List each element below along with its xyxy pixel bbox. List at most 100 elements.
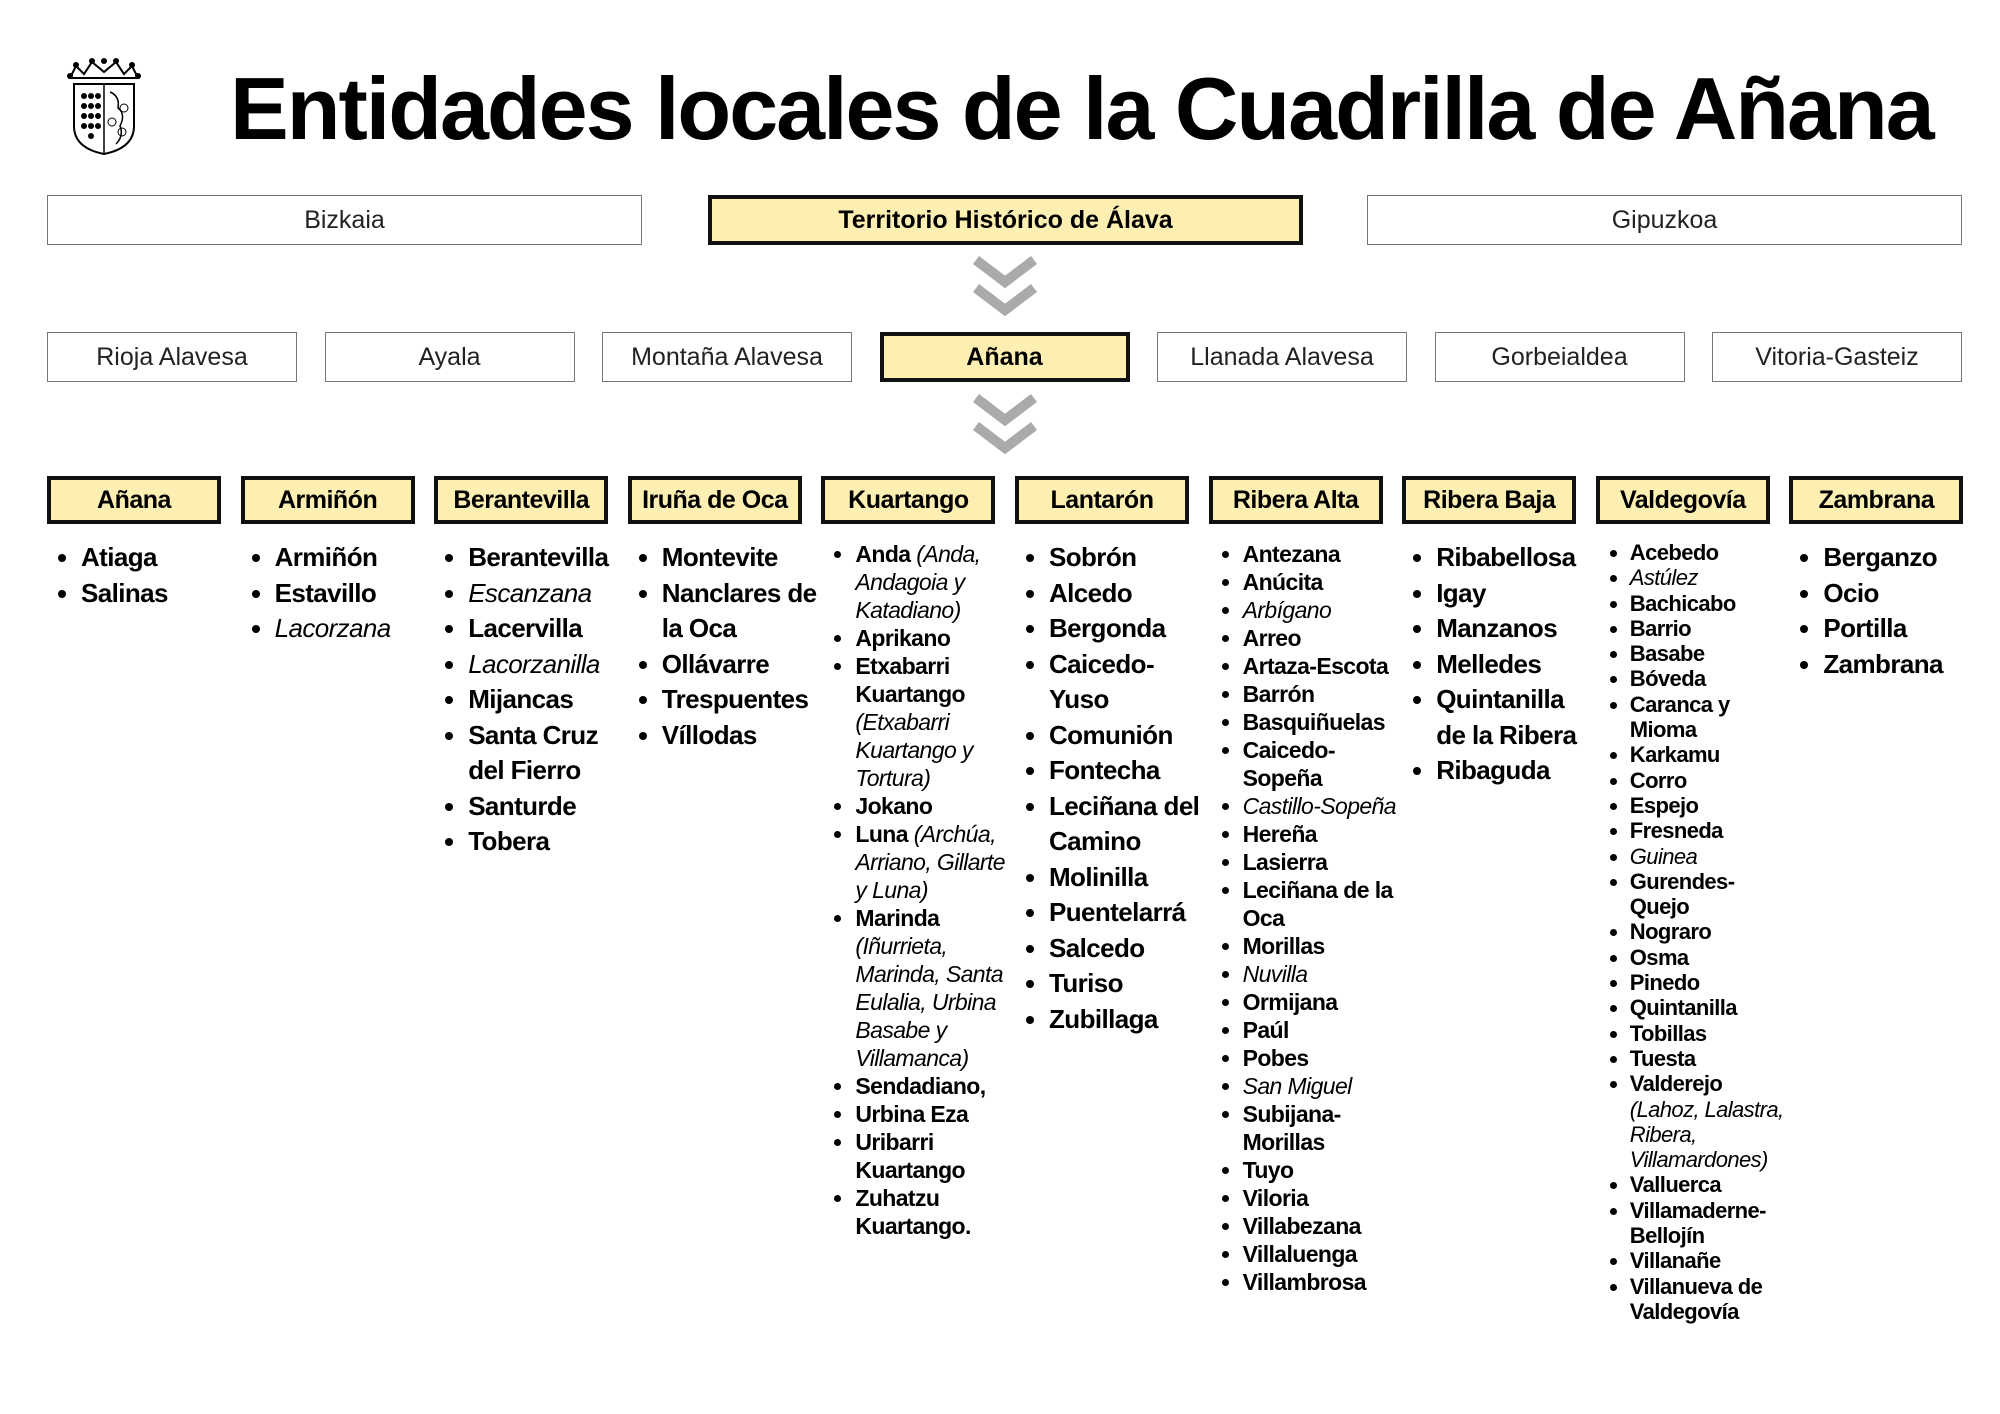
list-item: Ocio: [1823, 576, 1983, 612]
entity-name: Nanclares de la Oca: [661, 577, 817, 644]
list-item: Mijancas: [468, 682, 628, 718]
entity-name: Ollávarre: [661, 648, 770, 679]
list-item: Comunión: [1049, 718, 1209, 754]
list-item: Anúcita: [1243, 568, 1403, 596]
list-item: Villaluenga: [1243, 1240, 1403, 1268]
entity-name: Caicedo-Yuso: [1049, 648, 1155, 715]
entity-name: Ribabellosa: [1436, 542, 1576, 572]
list-item: Jokano: [855, 792, 1015, 820]
list-item: Ormijana: [1243, 988, 1403, 1016]
entity-name: Montevite: [661, 542, 779, 572]
chevron-down-icon: [972, 394, 1038, 455]
list-item: Santurde: [468, 789, 628, 825]
list-item: Basabe: [1630, 641, 1790, 666]
list-item: Anda (Anda, Andagoia y Katadiano): [855, 540, 1015, 624]
list-item: Osma: [1630, 945, 1790, 970]
entity-name: Melledes: [1436, 648, 1542, 679]
entity-name: Nuvilla: [1242, 961, 1308, 987]
list-item: Subijana-Morillas: [1243, 1100, 1403, 1156]
entity-note: (Lahoz, Lalastra, Ribera, Villamardones): [1629, 1096, 1784, 1173]
entity-name: Barrón: [1242, 681, 1315, 707]
list-item: Zambrana: [1823, 647, 1983, 683]
entity-name: Alcedo: [1049, 577, 1133, 608]
entity-name: Igay: [1436, 577, 1486, 608]
entity-name: Osma: [1629, 944, 1689, 970]
entity-name: Estavillo: [274, 577, 377, 608]
entity-name: Arreo: [1242, 625, 1302, 651]
list-item: Melledes: [1436, 647, 1596, 683]
list-item: Corro: [1630, 768, 1790, 793]
list-item: Leciñana de la Oca: [1243, 876, 1403, 932]
entity-list: Armiñón Estavillo Lacorzana: [245, 540, 435, 647]
list-item: Viloria: [1243, 1184, 1403, 1212]
page-title: Entidades locales de la Cuadrilla de Aña…: [230, 59, 1935, 158]
entity-name: Etxabarri Kuartango: [855, 653, 965, 707]
list-item: Quintanilla: [1630, 995, 1790, 1020]
cuadrilla-box: Ayala: [324, 332, 575, 382]
list-item: Salinas: [81, 576, 241, 612]
list-item: Zubillaga: [1049, 1002, 1209, 1038]
list-item: Quintanilla de la Ribera: [1436, 682, 1596, 753]
entity-name: Villambrosa: [1242, 1269, 1367, 1295]
entity-name: Antezana: [1242, 541, 1341, 567]
entity-name: Zambrana: [1823, 648, 1943, 679]
entity-name: Lacervilla: [468, 613, 583, 643]
entity-name: Viloria: [1242, 1185, 1309, 1211]
list-item: Caranca y Mioma: [1630, 692, 1790, 743]
list-item: Espejo: [1630, 793, 1790, 818]
list-item: Villamaderne-Bellojín: [1630, 1198, 1790, 1249]
list-item: Hereña: [1243, 820, 1403, 848]
entity-name: Bachicabo: [1629, 590, 1736, 616]
entity-name: Sendadiano,: [855, 1073, 986, 1099]
cuadrilla-box: Añana: [879, 332, 1130, 382]
entity-name: Astúlez: [1629, 565, 1699, 591]
entity-name: Quintanilla: [1629, 995, 1738, 1021]
entity-name: Uribarri Kuartango: [855, 1129, 965, 1183]
entity-name: Tobillas: [1629, 1020, 1707, 1046]
list-item: Ribabellosa: [1436, 540, 1596, 576]
list-item: Escanzana: [468, 576, 628, 612]
entity-name: Jokano: [855, 793, 933, 819]
list-item: Urbina Eza: [855, 1100, 1015, 1128]
list-item: Valluerca: [1630, 1172, 1790, 1197]
entity-name: Sobrón: [1049, 542, 1137, 572]
entity-name: Caicedo-Sopeña: [1242, 737, 1336, 791]
entity-list: AntezanaAnúcitaArbíganoArreoArtaza-Escot…: [1213, 540, 1403, 1296]
list-item: Zuhatzu Kuartango.: [855, 1184, 1015, 1240]
list-item: Villanañe: [1630, 1248, 1790, 1273]
entity-name: Leciñana del Camino: [1049, 790, 1200, 857]
entity-name: Mijancas: [468, 684, 574, 714]
list-item: Fresneda: [1630, 818, 1790, 843]
list-item: Villambrosa: [1243, 1268, 1403, 1296]
list-item: Antezana: [1243, 540, 1403, 568]
list-item: Nograro: [1630, 919, 1790, 944]
cuadrilla-box: Rioja Alavesa: [47, 332, 297, 382]
entity-note: (Etxabarri Kuartango y Tortura): [855, 709, 973, 791]
list-item: Armiñón: [275, 540, 435, 576]
list-item: Astúlez: [1630, 565, 1790, 590]
municipality-header: Ribera Baja: [1402, 476, 1577, 524]
list-item: Barrón: [1243, 680, 1403, 708]
entity-name: Villabezana: [1242, 1213, 1362, 1239]
entity-name: Berantevilla: [468, 542, 609, 572]
entity-name: Tuyo: [1242, 1157, 1294, 1183]
municipality-header: Valdegovía: [1595, 476, 1770, 524]
entity-name: Ribaguda: [1436, 755, 1550, 785]
list-item: Nuvilla: [1243, 960, 1403, 988]
entity-name: Valderejo: [1629, 1071, 1723, 1097]
list-item: Berantevilla: [468, 540, 628, 576]
entity-name: Anda: [855, 541, 911, 567]
list-item: Uribarri Kuartango: [855, 1128, 1015, 1184]
entity-name: Morillas: [1242, 933, 1326, 959]
entity-list: Montevite Nanclares de la Oca Ollávarre Tre…: [632, 540, 822, 753]
municipality-header: Ribera Alta: [1208, 476, 1383, 524]
entity-name: Lacorzana: [274, 613, 392, 643]
entity-name: Espejo: [1629, 792, 1699, 818]
entity-name: San Miguel: [1242, 1073, 1353, 1099]
entity-name: Arbígano: [1242, 597, 1332, 623]
list-item: Caicedo-Sopeña: [1243, 736, 1403, 792]
entity-name: Basquiñuelas: [1242, 709, 1386, 735]
list-item: Karkamu: [1630, 742, 1790, 767]
list-item: Gurendes-Quejo: [1630, 869, 1790, 920]
entity-name: Atiaga: [81, 542, 157, 572]
